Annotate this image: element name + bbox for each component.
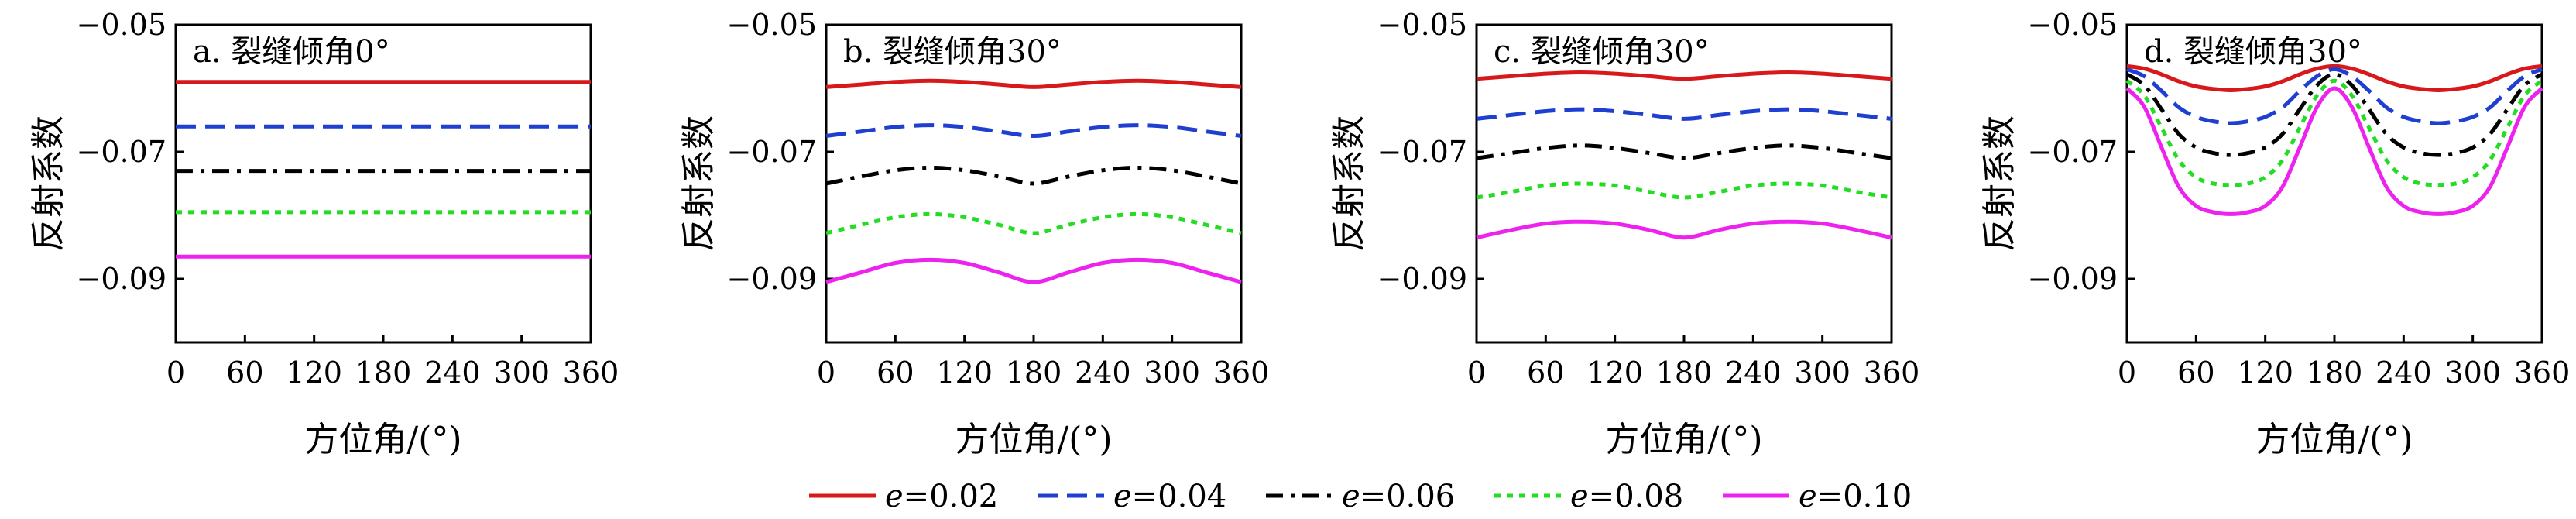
x-axis-title: 方位角/(°) xyxy=(2255,420,2413,459)
series-line-e-0.06 xyxy=(825,165,1242,186)
x-tick-label: 300 xyxy=(1794,356,1851,390)
series-line-e-0.08 xyxy=(825,211,1242,235)
x-axis-title: 方位角/(°) xyxy=(955,420,1112,459)
panel-title: d. 裂缝倾角30° xyxy=(2144,34,2362,70)
y-tick-label: −0.07 xyxy=(2028,135,2118,169)
y-tick-label: −0.07 xyxy=(727,135,817,169)
y-axis-title: 反射系数 xyxy=(1329,115,1369,252)
series-line-e-0.02 xyxy=(2126,64,2543,93)
x-tick-label: 180 xyxy=(2307,356,2363,390)
series-line-e-0.06 xyxy=(1476,143,1892,160)
series-line-e-0.04 xyxy=(1476,107,1892,121)
panel-1: −0.05 −0.07 −0.09 0 60 120 180 240 300 360 方位角/(°)… xyxy=(29,8,619,459)
x-tick-label: 60 xyxy=(1527,356,1564,390)
series-line-e-0.08 xyxy=(1476,181,1892,200)
legend: e=0.02 e=0.04 e=0.06 e=0.08 e=0.10 xyxy=(809,479,1912,514)
series-line-e-0.10 xyxy=(2125,86,2543,216)
panel-title: b. 裂缝倾角30° xyxy=(843,34,1062,70)
x-tick-label: 240 xyxy=(1075,356,1131,390)
x-tick-label: 120 xyxy=(936,356,993,390)
x-tick-label: 120 xyxy=(286,356,342,390)
x-tick-label: 240 xyxy=(2375,356,2432,390)
panel-title: c. 裂缝倾角30° xyxy=(1494,34,1710,70)
legend-item: e=0.10 xyxy=(1723,479,1912,514)
x-tick-label: 60 xyxy=(876,356,914,390)
x-tick-label: 180 xyxy=(1656,356,1713,390)
x-tick-label: 300 xyxy=(493,356,550,390)
plot-frame xyxy=(174,23,592,344)
y-tick-label: −0.05 xyxy=(2028,8,2118,42)
x-tick-label: 0 xyxy=(2118,356,2136,390)
series-line-e-0.10 xyxy=(825,257,1242,284)
legend-label: e=0.02 xyxy=(885,479,998,514)
series-line-e-0.08 xyxy=(2125,78,2543,187)
series-line-e-0.02 xyxy=(825,78,1242,89)
x-tick-label: 360 xyxy=(1864,356,1920,390)
x-tick-label: 360 xyxy=(1213,356,1270,390)
y-tick-label: −0.07 xyxy=(77,135,166,169)
x-tick-label: 120 xyxy=(2237,356,2293,390)
x-tick-label: 60 xyxy=(2177,356,2214,390)
y-tick-label: −0.05 xyxy=(727,8,817,42)
x-tick-label: 0 xyxy=(817,356,835,390)
y-tick-label: −0.09 xyxy=(2028,262,2118,296)
legend-item: e=0.04 xyxy=(1038,479,1226,514)
x-tick-label: 240 xyxy=(1725,356,1782,390)
x-tick-label: 300 xyxy=(1144,356,1200,390)
x-tick-label: 360 xyxy=(563,356,619,390)
y-tick-label: −0.05 xyxy=(77,8,166,42)
series-line-e-0.06 xyxy=(2125,72,2543,157)
x-tick-label: 180 xyxy=(355,356,412,390)
panel-title: a. 裂缝倾角0° xyxy=(193,34,390,70)
x-tick-label: 0 xyxy=(1467,356,1486,390)
x-tick-label: 60 xyxy=(226,356,263,390)
y-tick-label: −0.09 xyxy=(77,262,166,296)
y-axis-title: 反射系数 xyxy=(1980,115,2019,252)
legend-label: e=0.04 xyxy=(1113,479,1226,514)
legend-label: e=0.06 xyxy=(1342,479,1455,514)
x-axis-title: 方位角/(°) xyxy=(1605,420,1762,459)
x-tick-label: 180 xyxy=(1006,356,1062,390)
x-tick-label: 0 xyxy=(166,356,185,390)
y-axis-title: 反射系数 xyxy=(679,115,719,252)
y-tick-label: −0.07 xyxy=(1377,135,1467,169)
series-line-e-0.04 xyxy=(2126,67,2543,125)
y-tick-label: −0.09 xyxy=(727,262,817,296)
y-tick-label: −0.09 xyxy=(1377,262,1467,296)
legend-item: e=0.06 xyxy=(1266,479,1455,514)
y-tick-label: −0.05 xyxy=(1377,8,1467,42)
x-tick-label: 240 xyxy=(424,356,481,390)
x-tick-label: 120 xyxy=(1586,356,1643,390)
legend-label: e=0.10 xyxy=(1799,479,1912,514)
legend-item: e=0.02 xyxy=(809,479,998,514)
legend-item: e=0.08 xyxy=(1494,479,1683,514)
series-line-e-0.02 xyxy=(1476,70,1892,81)
x-tick-label: 300 xyxy=(2444,356,2501,390)
panel-4: −0.05 −0.07 −0.09 0 60 120 180 240 300 360 方位角/(°)… xyxy=(1980,8,2570,459)
plot-frame xyxy=(2125,23,2543,344)
series-line-e-0.10 xyxy=(1476,219,1892,240)
legend-label: e=0.08 xyxy=(1570,479,1683,514)
panel-2: −0.05 −0.07 −0.09 0 60 120 180 240 300 360 方位角/(°)… xyxy=(679,8,1269,459)
x-tick-label: 360 xyxy=(2514,356,2571,390)
panel-3: −0.05 −0.07 −0.09 0 60 120 180 240 300 360 方位角/(°)… xyxy=(1329,8,1919,459)
y-axis-title: 反射系数 xyxy=(29,115,68,252)
x-axis-title: 方位角/(°) xyxy=(304,420,461,459)
series-line-e-0.04 xyxy=(825,123,1242,139)
